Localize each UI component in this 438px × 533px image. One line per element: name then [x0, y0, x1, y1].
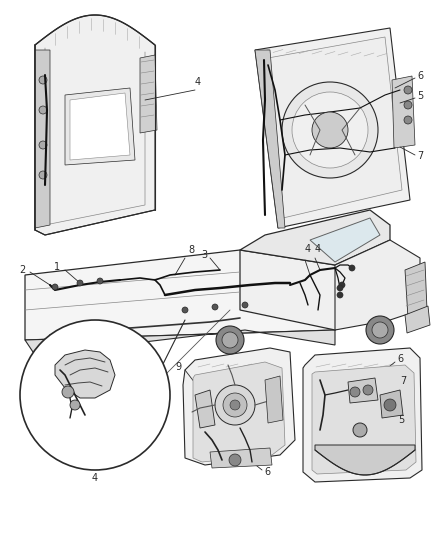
Polygon shape [183, 348, 295, 465]
Circle shape [39, 141, 47, 149]
Circle shape [312, 112, 348, 148]
Polygon shape [380, 390, 403, 418]
Polygon shape [55, 350, 115, 398]
Polygon shape [315, 445, 415, 475]
Circle shape [350, 387, 360, 397]
Text: 3: 3 [201, 250, 207, 260]
Circle shape [372, 322, 388, 338]
Polygon shape [240, 240, 390, 330]
Polygon shape [265, 376, 283, 423]
Text: 6: 6 [264, 467, 270, 477]
Polygon shape [70, 93, 130, 160]
Text: 5: 5 [417, 91, 423, 101]
Text: 6: 6 [397, 354, 403, 364]
Circle shape [223, 393, 247, 417]
Polygon shape [210, 448, 272, 468]
Text: 2: 2 [19, 265, 25, 275]
Polygon shape [35, 50, 50, 228]
Circle shape [384, 399, 396, 411]
Text: 6: 6 [417, 71, 423, 81]
Polygon shape [140, 55, 157, 133]
Circle shape [52, 284, 58, 290]
Polygon shape [312, 365, 416, 474]
Circle shape [366, 316, 394, 344]
Circle shape [337, 292, 343, 298]
Circle shape [353, 423, 367, 437]
Circle shape [215, 385, 255, 425]
Polygon shape [195, 390, 215, 428]
Circle shape [242, 302, 248, 308]
Polygon shape [392, 76, 415, 148]
Text: 4: 4 [315, 244, 321, 254]
Polygon shape [310, 218, 380, 262]
Circle shape [39, 106, 47, 114]
Circle shape [60, 350, 76, 366]
Circle shape [77, 280, 83, 286]
Circle shape [182, 307, 188, 313]
Circle shape [20, 320, 170, 470]
Polygon shape [240, 210, 390, 265]
Polygon shape [405, 306, 430, 333]
Circle shape [62, 386, 74, 398]
Circle shape [54, 344, 82, 372]
Circle shape [216, 326, 244, 354]
Circle shape [212, 304, 218, 310]
Polygon shape [405, 262, 427, 318]
Circle shape [363, 385, 373, 395]
Polygon shape [25, 330, 335, 355]
Polygon shape [255, 28, 410, 228]
Text: 4: 4 [305, 244, 311, 254]
Polygon shape [35, 15, 155, 235]
Polygon shape [303, 348, 422, 482]
Circle shape [404, 86, 412, 94]
Circle shape [339, 282, 345, 288]
Circle shape [337, 285, 343, 291]
Circle shape [39, 76, 47, 84]
Text: 5: 5 [398, 415, 404, 425]
Circle shape [404, 101, 412, 109]
Polygon shape [348, 378, 378, 403]
Polygon shape [25, 250, 335, 340]
Text: 7: 7 [400, 376, 406, 386]
Text: 1: 1 [54, 262, 60, 272]
Circle shape [70, 400, 80, 410]
Polygon shape [255, 50, 285, 228]
Circle shape [282, 82, 378, 178]
Polygon shape [193, 362, 285, 462]
Text: 7: 7 [417, 151, 423, 161]
Text: 4: 4 [92, 473, 98, 483]
Text: 9: 9 [176, 362, 182, 372]
Circle shape [39, 171, 47, 179]
Circle shape [404, 116, 412, 124]
Text: 8: 8 [188, 245, 194, 255]
Circle shape [97, 278, 103, 284]
Polygon shape [268, 37, 402, 218]
Circle shape [230, 400, 240, 410]
Text: 4: 4 [195, 77, 201, 87]
Circle shape [292, 92, 368, 168]
Circle shape [229, 454, 241, 466]
Polygon shape [65, 88, 135, 165]
Polygon shape [335, 240, 420, 330]
Circle shape [222, 332, 238, 348]
Circle shape [349, 265, 355, 271]
